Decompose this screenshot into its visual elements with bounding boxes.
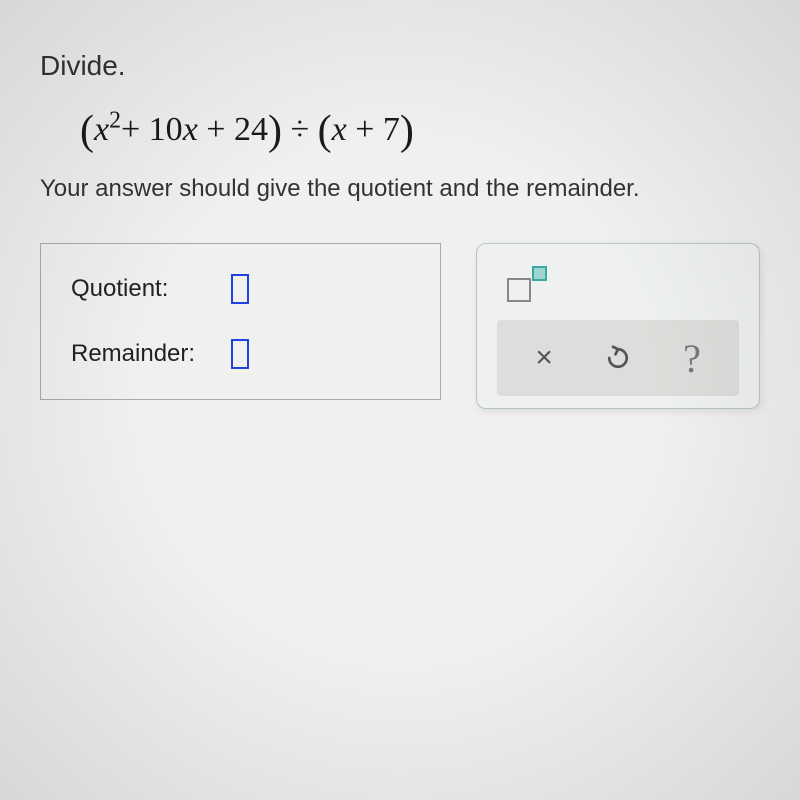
quotient-input[interactable] — [231, 274, 249, 304]
tool-action-row: × ? — [497, 320, 739, 396]
close-icon: × — [535, 341, 553, 375]
help-button[interactable]: ? — [662, 338, 722, 378]
prompt-title: Divide. — [40, 50, 760, 82]
quotient-row: Quotient: — [71, 274, 410, 304]
quotient-label: Quotient: — [71, 275, 231, 303]
panels-row: Quotient: Remainder: × — [40, 243, 760, 409]
clear-button[interactable]: × — [514, 338, 574, 378]
remainder-label: Remainder: — [71, 340, 231, 368]
help-icon: ? — [683, 335, 701, 382]
tool-top-row — [497, 266, 739, 302]
division-expression: (x2+ 10x + 24) ÷ (x + 7) — [80, 107, 760, 155]
undo-button[interactable] — [588, 338, 648, 378]
instruction-text: Your answer should give the quotient and… — [40, 175, 760, 203]
remainder-input[interactable] — [231, 339, 249, 369]
tool-panel: × ? — [476, 243, 760, 409]
exponent-base-icon — [507, 278, 531, 302]
exponent-superscript-icon — [532, 266, 547, 281]
remainder-row: Remainder: — [71, 339, 410, 369]
undo-icon — [603, 343, 633, 373]
answer-box: Quotient: Remainder: — [40, 243, 441, 400]
exponent-tool-button[interactable] — [507, 266, 547, 302]
